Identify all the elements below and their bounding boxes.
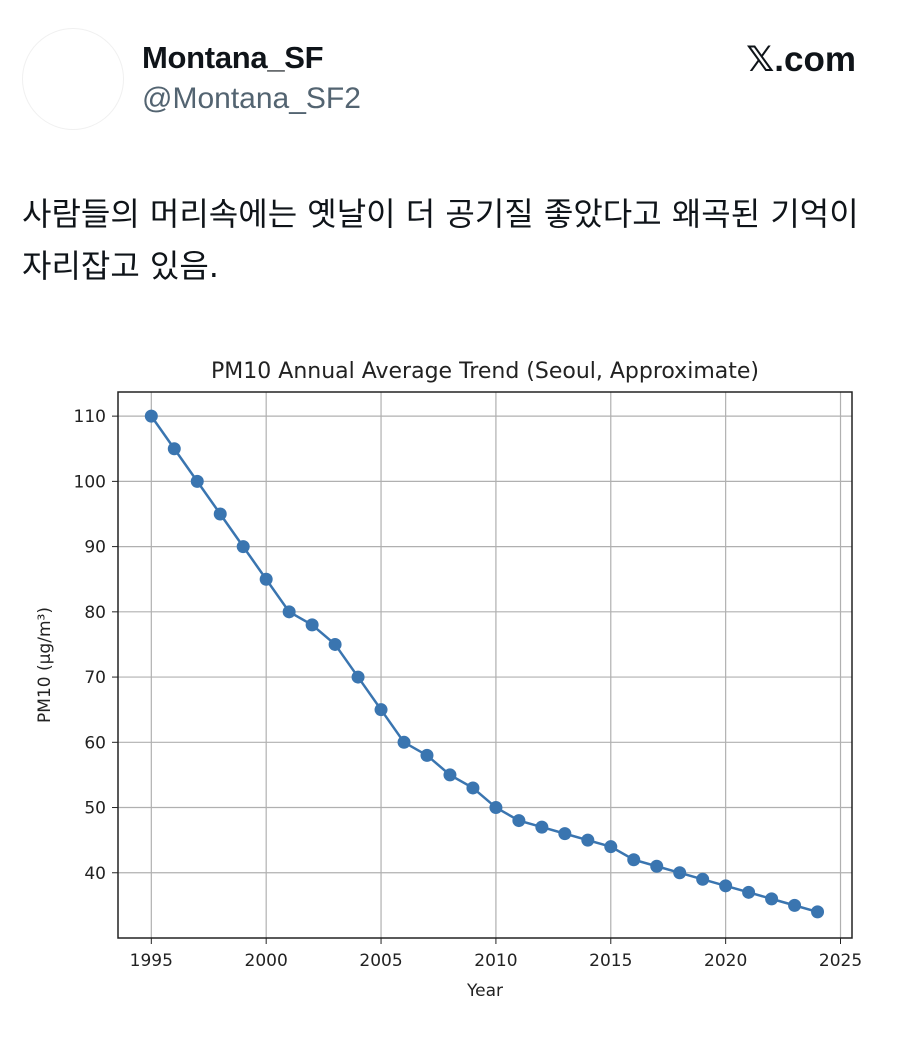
avatar[interactable] <box>22 28 124 130</box>
user-handle[interactable]: @Montana_SF2 <box>142 82 361 115</box>
series-line <box>150 415 818 914</box>
data-point <box>581 833 595 847</box>
y-axis-label: PM10 (μg/m³) <box>35 607 55 723</box>
x-tick-label: 2025 <box>819 951 862 971</box>
pm10-chart: 1995 2000 2005 2010 2015 2020 2025 40 50 60 70 80 90… <box>35 359 862 1001</box>
data-point <box>443 768 457 782</box>
x-tick-label: 2005 <box>359 951 402 971</box>
data-point <box>351 670 365 684</box>
data-point <box>328 637 342 651</box>
data-point <box>397 735 411 749</box>
data-point <box>604 840 618 854</box>
x-tick-label: 1995 <box>130 951 173 971</box>
y-tick-label: 70 <box>84 668 106 688</box>
y-tick-label: 50 <box>84 799 106 819</box>
data-point <box>696 872 710 886</box>
chart-title: PM10 Annual Average Trend (Seoul, Approx… <box>211 359 759 384</box>
plot-frame <box>117 391 853 939</box>
data-point <box>558 827 572 841</box>
data-point <box>742 885 756 899</box>
data-point <box>236 540 250 554</box>
data-point <box>282 605 296 619</box>
data-point <box>673 866 687 880</box>
y-tick-label: 100 <box>74 472 106 492</box>
data-point <box>420 748 434 762</box>
data-point <box>627 853 641 867</box>
y-tick-label: 110 <box>74 407 106 427</box>
data-point <box>719 879 733 893</box>
x-tick-label: 2020 <box>704 951 747 971</box>
data-point <box>466 781 480 795</box>
x-tick-label: 2010 <box>474 951 517 971</box>
data-point <box>374 703 388 717</box>
x-axis-label: Year <box>466 981 503 1001</box>
data-point <box>144 409 158 423</box>
post-text: 사람들의 머리속에는 옛날이 더 공기질 좋았다고 왜곡된 기억이 자리잡고 있… <box>22 195 859 285</box>
data-point <box>650 859 664 873</box>
data-point <box>489 801 503 815</box>
data-point <box>512 814 526 828</box>
y-tick-label: 40 <box>84 864 106 884</box>
y-tick-label: 90 <box>84 538 106 558</box>
display-name[interactable]: Montana_SF <box>142 40 324 75</box>
x-tick-label: 2000 <box>245 951 288 971</box>
y-tick-label: 80 <box>84 603 106 623</box>
data-point <box>811 905 825 919</box>
data-point <box>190 474 204 488</box>
data-point <box>788 898 802 912</box>
y-tick-label: 60 <box>84 733 106 753</box>
data-point <box>305 618 319 632</box>
data-point <box>213 507 227 521</box>
data-point <box>765 892 779 906</box>
x-logo: 𝕏.com <box>746 40 856 79</box>
x-tick-label: 2015 <box>589 951 632 971</box>
data-point <box>167 442 181 456</box>
data-point <box>259 572 273 586</box>
data-point <box>535 820 549 834</box>
